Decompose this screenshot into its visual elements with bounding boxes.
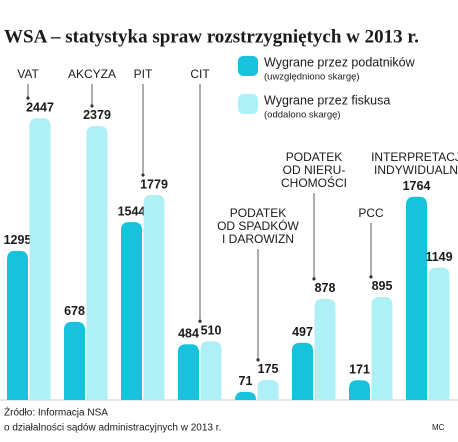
value-label: 497 xyxy=(292,325,313,339)
value-label: 171 xyxy=(349,363,370,377)
value-label: 2379 xyxy=(83,108,111,122)
category-label: PIT xyxy=(134,67,153,81)
credit: MC xyxy=(432,423,445,432)
bar xyxy=(371,296,393,400)
source-line: o działalności sądów administracyjnych w… xyxy=(4,423,221,434)
connector-dot xyxy=(369,275,373,279)
value-label: 1764 xyxy=(403,179,431,193)
value-label: 1295 xyxy=(4,233,32,247)
bar xyxy=(121,222,142,400)
category-label: PODATEK OD NIERU-CHOMOŚCI xyxy=(281,150,347,190)
value-label: 71 xyxy=(239,374,253,388)
bar xyxy=(257,379,279,400)
legend-swatch xyxy=(238,94,258,114)
category-label: PODATEK OD SPADKÓW I DAROWIZN xyxy=(217,206,299,246)
bar xyxy=(86,125,108,400)
connector-dot xyxy=(256,358,260,362)
category-label: PCC xyxy=(358,206,384,220)
value-label: 895 xyxy=(372,279,393,293)
category-label: INTERPRETACJEINDYWIDUALNE xyxy=(371,150,458,177)
source-line: Źródło: Informacja NSA xyxy=(4,406,108,419)
value-label: 510 xyxy=(201,324,222,338)
bar xyxy=(200,341,222,400)
bar xyxy=(64,321,85,400)
bar xyxy=(235,391,256,400)
legend-note: (uwzględniono skargę) xyxy=(264,72,360,83)
value-label: 175 xyxy=(258,362,279,376)
bar xyxy=(314,298,336,400)
bar xyxy=(406,196,427,400)
value-label: 878 xyxy=(315,281,336,295)
value-label: 1779 xyxy=(140,177,168,191)
bar xyxy=(292,342,313,400)
legend-label: Wygrane przez podatników xyxy=(264,55,416,69)
bar xyxy=(428,267,450,400)
category-label: AKCYZA xyxy=(68,67,116,81)
category-label: CIT xyxy=(190,67,210,81)
chart-title: WSA – statystyka spraw rozstrzygniętych … xyxy=(4,26,419,47)
category-label: VAT xyxy=(17,67,39,81)
connector-dot xyxy=(90,104,94,108)
bar xyxy=(29,118,51,401)
value-label: 1544 xyxy=(118,204,146,218)
value-label: 484 xyxy=(178,327,199,341)
bar xyxy=(178,344,199,400)
value-label: 2447 xyxy=(26,100,54,114)
value-label: 678 xyxy=(64,304,85,318)
bar xyxy=(7,250,28,400)
connector-dot xyxy=(198,319,202,323)
bar xyxy=(143,195,165,400)
connector-dot xyxy=(312,277,316,281)
bar xyxy=(349,380,370,400)
legend-note: (oddalono skargę) xyxy=(264,110,341,121)
connector-dot xyxy=(141,173,145,177)
legend-swatch xyxy=(238,56,258,76)
connector-dot xyxy=(26,96,30,100)
legend-label: Wygrane przez fiskusa xyxy=(264,93,390,107)
value-label: 1149 xyxy=(425,250,452,264)
